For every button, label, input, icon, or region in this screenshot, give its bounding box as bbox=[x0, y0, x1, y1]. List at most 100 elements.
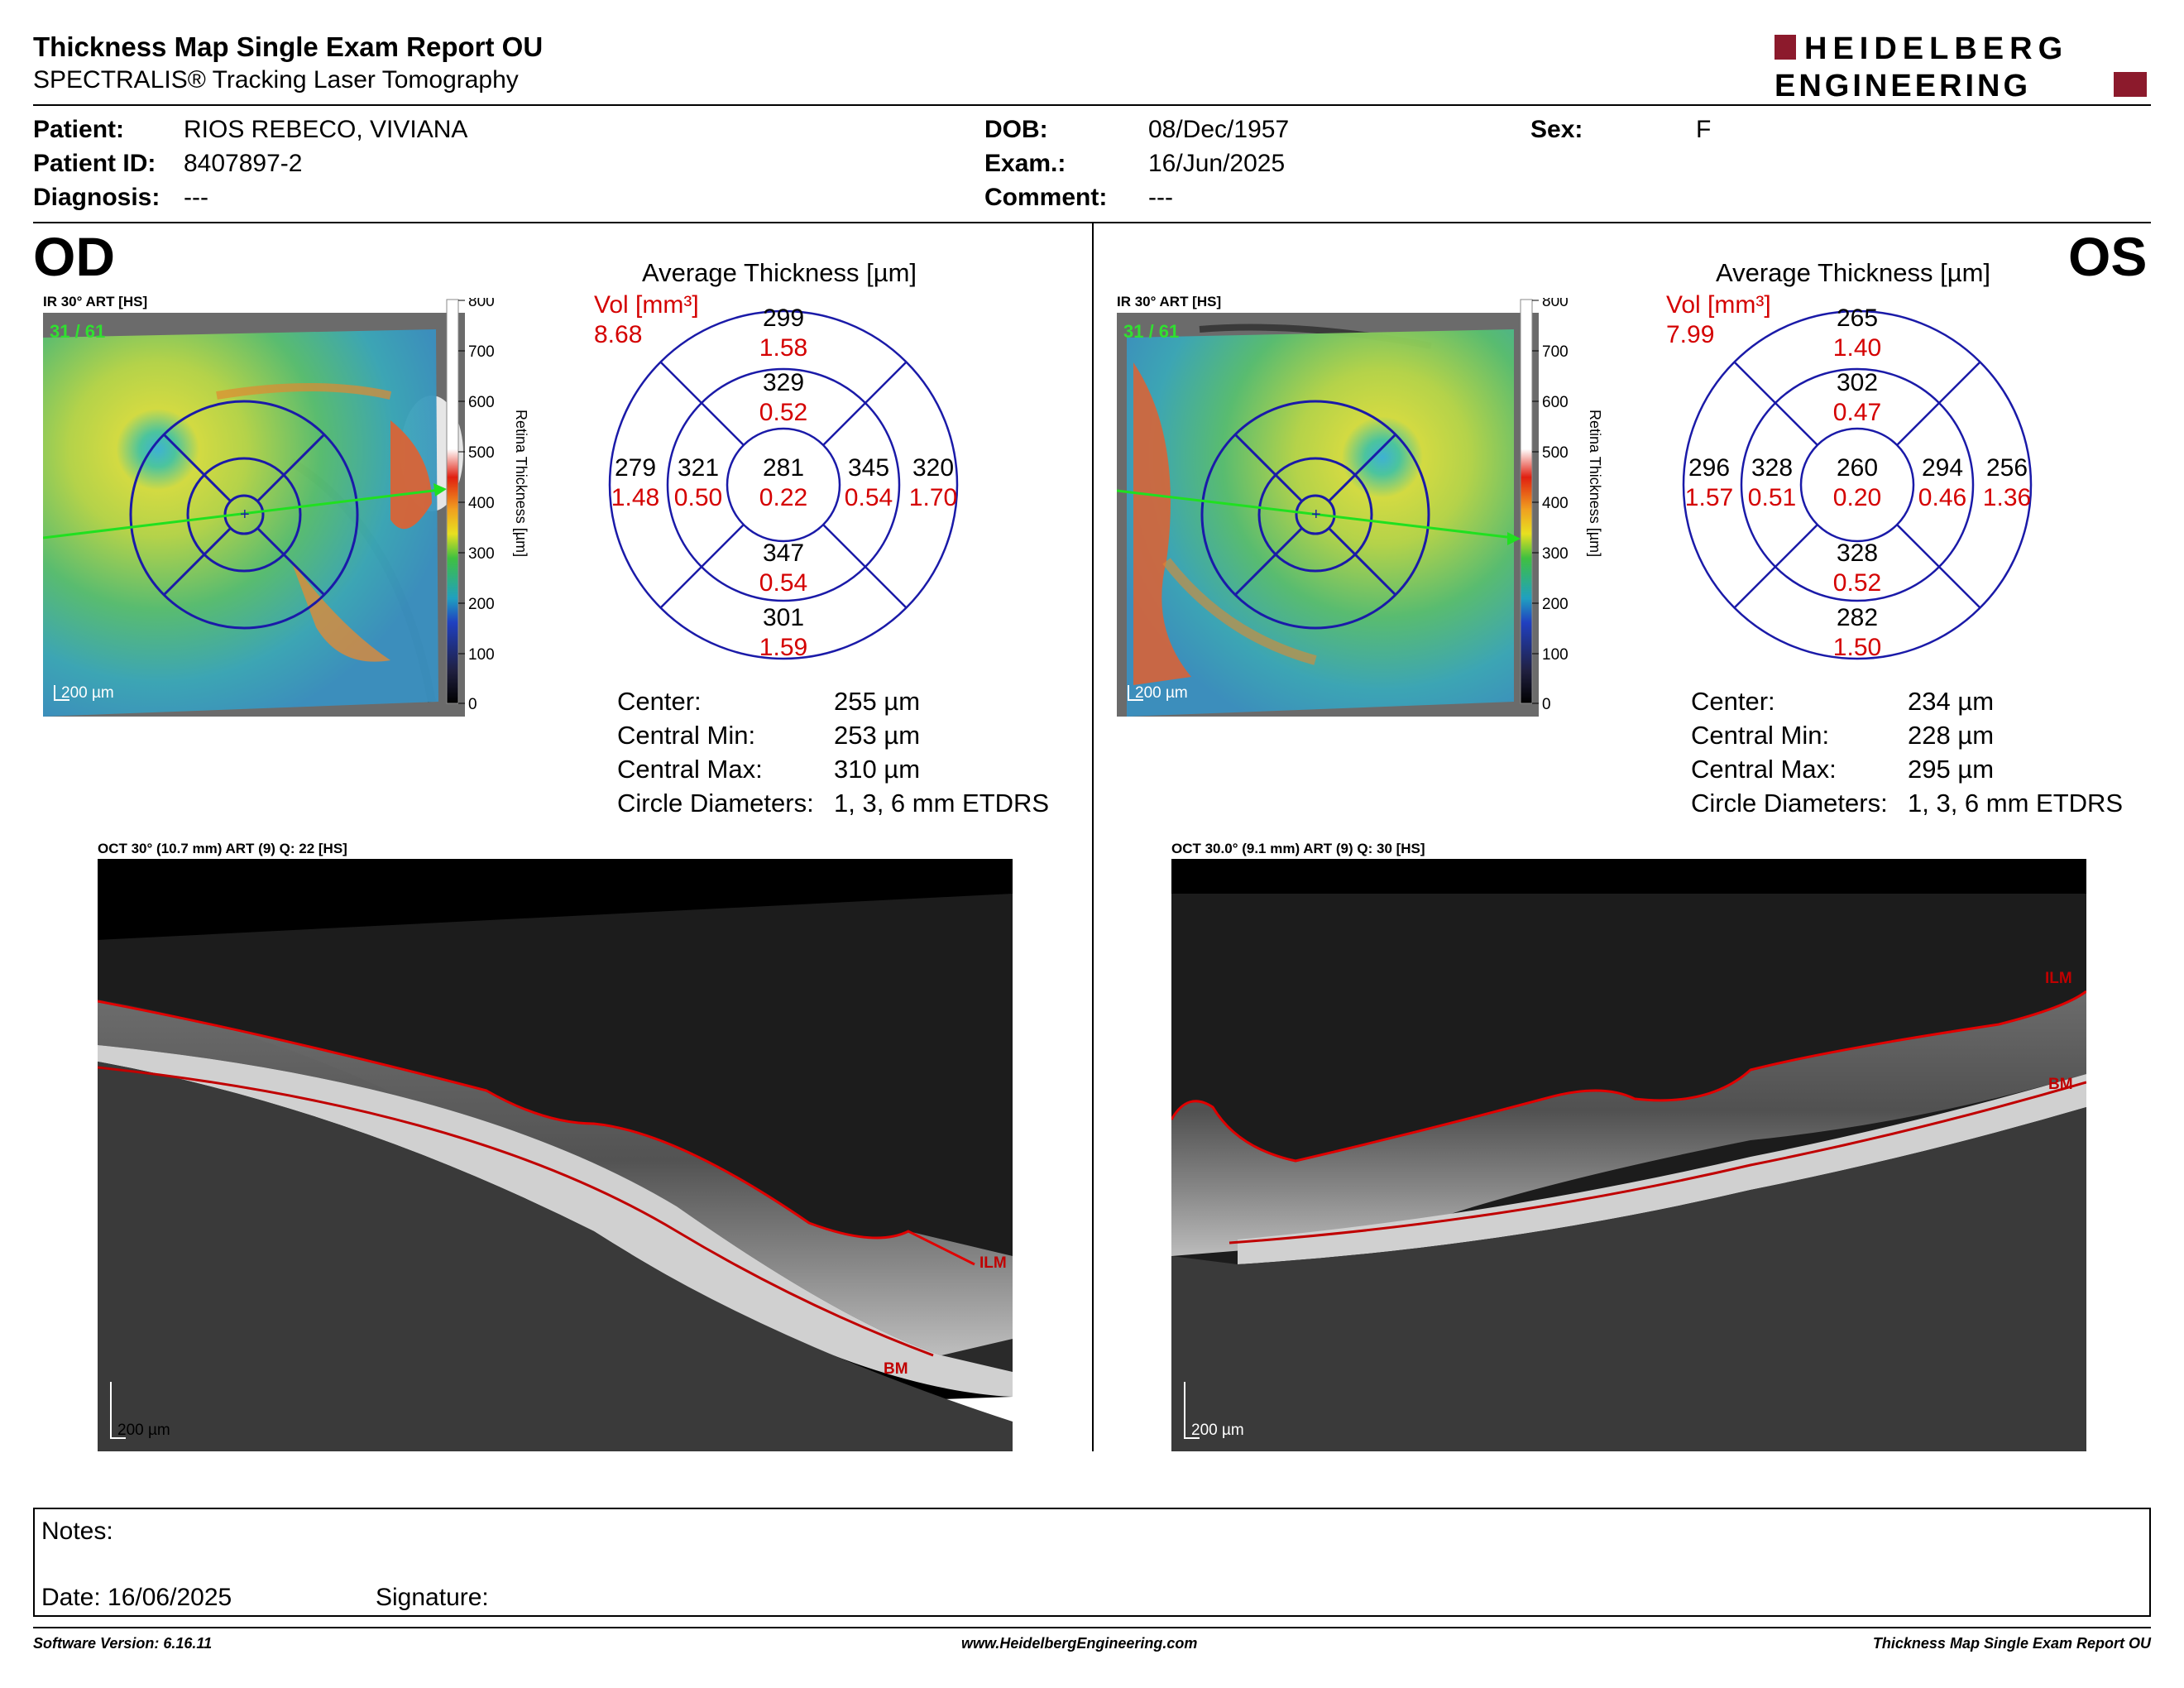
od-vol-total: 8.68 bbox=[594, 321, 643, 348]
os-central-min-value: 228 µm bbox=[1908, 721, 1995, 750]
od-scale-tick-800: 800 bbox=[468, 298, 495, 310]
os-scale-tick-100: 100 bbox=[1542, 646, 1569, 664]
os-outer-inferior-thickness: 282 bbox=[1837, 604, 1878, 631]
svg-text:+: + bbox=[1311, 506, 1321, 524]
os-outer-superior-volume: 1.40 bbox=[1833, 334, 1881, 362]
od-center-value: 255 µm bbox=[834, 687, 921, 716]
od-oct-bscan: ILM BM 200 µm bbox=[98, 859, 1013, 1451]
od-scale-tick-600: 600 bbox=[468, 394, 495, 411]
od-central-max-label: Central Max: bbox=[617, 755, 763, 784]
od-central-min-label: Central Min: bbox=[617, 721, 756, 750]
heidelberg-logo: HEIDELBERG ENGINEERING bbox=[1774, 31, 2147, 103]
patient-id: 8407897-2 bbox=[184, 150, 303, 177]
notes-box: Notes: Date: 16/06/2025 Signature: bbox=[33, 1508, 2151, 1617]
os-oct-bscan: ILM BM 200 µm bbox=[1171, 859, 2086, 1451]
os-inner-nasal-volume: 0.46 bbox=[1918, 484, 1966, 511]
od-outer-superior-volume: 1.58 bbox=[759, 334, 807, 362]
patient-id-label: Patient ID: bbox=[33, 150, 156, 177]
os-label: OS bbox=[2068, 226, 2148, 287]
od-outer-inferior-volume: 1.59 bbox=[759, 634, 807, 661]
os-scale-tick-600: 600 bbox=[1542, 394, 1569, 411]
od-central-max-value: 310 µm bbox=[834, 755, 921, 784]
os-center-label: Center: bbox=[1691, 687, 1775, 716]
od-label: OD bbox=[33, 226, 115, 287]
od-oct-label: OCT 30° (10.7 mm) ART (9) Q: 22 [HS] bbox=[98, 841, 347, 856]
os-scale-tick-700: 700 bbox=[1542, 343, 1569, 361]
os-inner-nasal-thickness: 294 bbox=[1922, 454, 1963, 482]
dob-label: DOB: bbox=[984, 116, 1048, 143]
od-central-min-value: 253 µm bbox=[834, 721, 921, 750]
od-inner-temporal-volume: 0.50 bbox=[674, 484, 722, 511]
sex-label: Sex: bbox=[1530, 116, 1583, 143]
od-scale-tick-700: 700 bbox=[468, 343, 495, 361]
os-scale-tick-500: 500 bbox=[1542, 444, 1569, 462]
od-scale-axis-label: Retina Thickness [µm] bbox=[513, 410, 529, 557]
od-map-scalebar: 200 µm bbox=[61, 684, 114, 702]
od-outer-superior-thickness: 299 bbox=[763, 305, 804, 332]
signature-label: Signature: bbox=[376, 1584, 489, 1611]
exam-label: Exam.: bbox=[984, 150, 1066, 177]
od-outer-inferior-thickness: 301 bbox=[763, 604, 804, 631]
diagnosis-label: Diagnosis: bbox=[33, 184, 160, 211]
os-outer-temporal-volume: 1.57 bbox=[1685, 484, 1733, 511]
os-etdrs-grid: 265 1.40 302 0.47 296 1.57 328 0.51 260 … bbox=[1682, 305, 2033, 661]
os-outer-nasal-volume: 1.36 bbox=[1983, 484, 2031, 511]
os-scale-tick-200: 200 bbox=[1542, 596, 1569, 613]
od-avg-title: Average Thickness [µm] bbox=[642, 258, 917, 287]
od-oct-scalebar: 200 µm bbox=[117, 1422, 170, 1439]
os-outer-nasal-thickness: 256 bbox=[1986, 454, 2028, 482]
patient-divider bbox=[33, 222, 2151, 223]
os-scale-axis-label: Retina Thickness [µm] bbox=[1587, 410, 1603, 557]
od-bm-label: BM bbox=[884, 1360, 908, 1378]
od-inner-temporal-thickness: 321 bbox=[678, 454, 719, 482]
header-divider bbox=[33, 104, 2151, 106]
os-ir-label: IR 30° ART [HS] bbox=[1117, 294, 1222, 309]
footer-report-name: Thickness Map Single Exam Report OU bbox=[1872, 1635, 2151, 1652]
os-inner-inferior-thickness: 328 bbox=[1837, 539, 1878, 567]
od-scale-tick-0: 0 bbox=[468, 696, 477, 713]
os-inner-inferior-volume: 0.52 bbox=[1833, 569, 1881, 597]
od-inner-superior-thickness: 329 bbox=[763, 369, 804, 396]
od-inner-nasal-volume: 0.54 bbox=[845, 484, 893, 511]
patient-label: Patient: bbox=[33, 116, 125, 143]
od-scale-tick-200: 200 bbox=[468, 596, 495, 613]
comment-label: Comment: bbox=[984, 184, 1108, 211]
od-inner-nasal-thickness: 345 bbox=[848, 454, 889, 482]
od-circle-diameters-value: 1, 3, 6 mm ETDRS bbox=[834, 789, 1050, 818]
os-outer-inferior-volume: 1.50 bbox=[1833, 634, 1881, 661]
os-inner-superior-thickness: 302 bbox=[1837, 369, 1878, 396]
os-vol-label: Vol [mm³] bbox=[1666, 291, 1771, 319]
os-center-thickness: 260 bbox=[1837, 454, 1878, 482]
os-outer-superior-thickness: 265 bbox=[1837, 305, 1878, 332]
notes-date: Date: 16/06/2025 bbox=[41, 1584, 232, 1611]
od-center-thickness: 281 bbox=[763, 454, 804, 482]
website-link[interactable]: www.HeidelbergEngineering.com bbox=[961, 1635, 1198, 1652]
notes-label: Notes: bbox=[41, 1518, 113, 1545]
os-oct-label: OCT 30.0° (9.1 mm) ART (9) Q: 30 [HS] bbox=[1171, 841, 1425, 856]
exam-value: 16/Jun/2025 bbox=[1148, 150, 1286, 177]
center-divider bbox=[1092, 223, 1094, 1451]
os-inner-temporal-thickness: 328 bbox=[1751, 454, 1793, 482]
os-scale-tick-0: 0 bbox=[1542, 696, 1551, 713]
comment-value: --- bbox=[1148, 184, 1173, 211]
report-title: Thickness Map Single Exam Report OU bbox=[33, 31, 544, 62]
patient-name: RIOS REBECO, VIVIANA bbox=[184, 116, 468, 143]
od-scale-tick-500: 500 bbox=[468, 444, 495, 462]
software-version: Software Version: 6.16.11 bbox=[33, 1635, 213, 1652]
os-avg-title: Average Thickness [µm] bbox=[1716, 258, 1991, 287]
od-scale-tick-400: 400 bbox=[468, 495, 495, 512]
os-vol-total: 7.99 bbox=[1666, 321, 1715, 348]
os-center-value: 234 µm bbox=[1908, 687, 1995, 716]
od-ir-label: IR 30° ART [HS] bbox=[43, 294, 148, 309]
od-inner-superior-volume: 0.52 bbox=[759, 399, 807, 426]
os-center-volume: 0.20 bbox=[1833, 484, 1881, 511]
os-oct-scalebar: 200 µm bbox=[1191, 1422, 1244, 1439]
diagnosis-value: --- bbox=[184, 184, 208, 211]
os-circle-diameters-label: Circle Diameters: bbox=[1691, 789, 1888, 818]
os-color-scale: 800 700 600 500 400 300 200 100 0 Retina… bbox=[1520, 298, 1603, 713]
od-scale-tick-100: 100 bbox=[468, 646, 495, 664]
od-thickness-map: + 31 / 61 200 µm bbox=[43, 313, 465, 717]
od-outer-temporal-volume: 1.48 bbox=[611, 484, 659, 511]
os-scale-tick-400: 400 bbox=[1542, 495, 1569, 512]
od-etdrs-grid: 299 1.58 329 0.52 279 1.48 321 0.50 281 … bbox=[608, 305, 959, 661]
